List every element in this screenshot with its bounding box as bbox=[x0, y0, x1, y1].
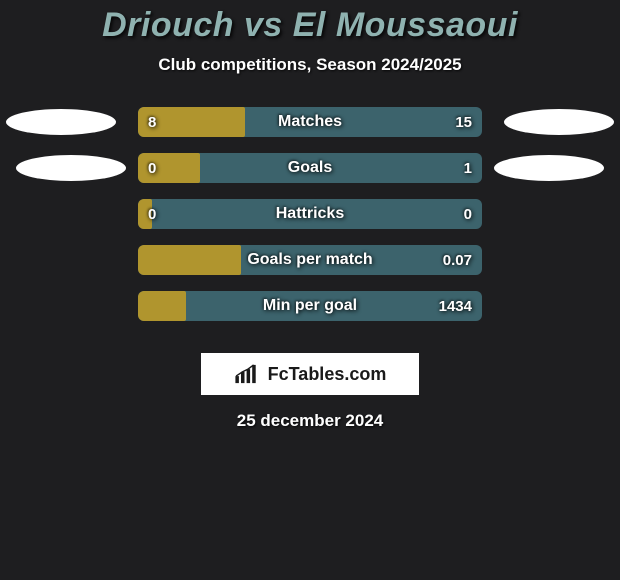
stat-bar: 1434Min per goal bbox=[138, 291, 482, 321]
stats-container: 815Matches 01Goals 00Hattricks 0.07Goals pe… bbox=[0, 105, 620, 335]
stat-label: Hattricks bbox=[138, 199, 482, 229]
stat-bar: 815Matches bbox=[138, 107, 482, 137]
stat-label: Matches bbox=[138, 107, 482, 137]
logo-text: FcTables.com bbox=[268, 364, 387, 385]
stat-bar: 0.07Goals per match bbox=[138, 245, 482, 275]
player-marker-right bbox=[504, 109, 614, 135]
player-marker-left bbox=[6, 109, 116, 135]
page-title: Driouch vs El Moussaoui bbox=[0, 0, 620, 45]
player-marker-right bbox=[494, 155, 604, 181]
stat-row: 815Matches bbox=[0, 105, 620, 151]
stat-row: 00Hattricks bbox=[0, 197, 620, 243]
logo-box: FcTables.com bbox=[201, 353, 419, 395]
stat-bar: 00Hattricks bbox=[138, 199, 482, 229]
stat-row: 1434Min per goal bbox=[0, 289, 620, 335]
logo: FcTables.com bbox=[234, 363, 387, 385]
stat-label: Goals bbox=[138, 153, 482, 183]
date-text: 25 december 2024 bbox=[0, 411, 620, 431]
player-marker-left bbox=[16, 155, 126, 181]
stat-bar: 01Goals bbox=[138, 153, 482, 183]
stat-row: 0.07Goals per match bbox=[0, 243, 620, 289]
stat-label: Min per goal bbox=[138, 291, 482, 321]
subtitle: Club competitions, Season 2024/2025 bbox=[0, 55, 620, 75]
stat-row: 01Goals bbox=[0, 151, 620, 197]
stat-label: Goals per match bbox=[138, 245, 482, 275]
bars-icon bbox=[234, 363, 262, 385]
